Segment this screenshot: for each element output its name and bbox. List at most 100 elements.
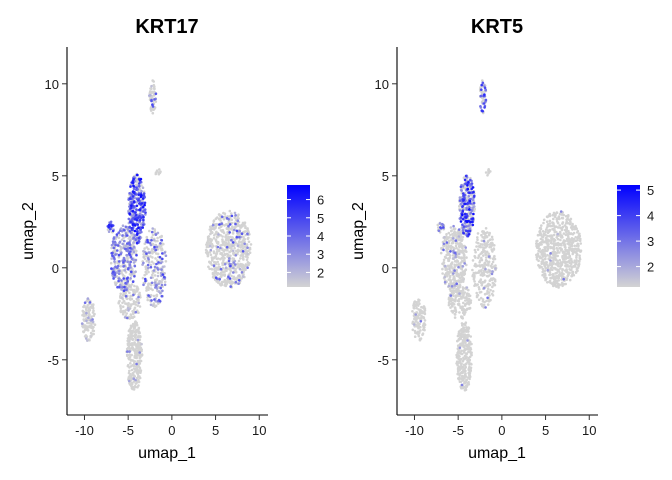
cell-point xyxy=(119,294,122,298)
cell-point xyxy=(134,303,137,306)
cell-point xyxy=(483,280,486,284)
expressing-cell-point xyxy=(448,267,451,271)
expressing-cell-point xyxy=(135,201,139,204)
cell-point xyxy=(209,225,212,229)
cell-point xyxy=(571,250,574,253)
cell-point xyxy=(136,352,140,356)
expressing-cell-point xyxy=(120,279,123,282)
cell-point xyxy=(216,260,219,264)
expressing-cell-point xyxy=(458,199,462,202)
cell-point xyxy=(478,264,482,267)
expressing-cell-point xyxy=(214,276,218,280)
cell-point xyxy=(579,242,582,245)
expressing-cell-point xyxy=(122,277,125,280)
cell-point xyxy=(485,299,488,303)
cell-point xyxy=(240,223,244,227)
cell-point xyxy=(467,380,470,384)
cell-point xyxy=(456,299,460,303)
cell-point xyxy=(473,280,476,283)
cell-point xyxy=(573,247,577,251)
cell-point xyxy=(226,253,230,257)
expressing-cell-point xyxy=(556,232,559,236)
expressing-cell-point xyxy=(157,261,160,264)
cell-point xyxy=(244,264,247,267)
cell-point xyxy=(538,241,542,245)
expressing-cell-point xyxy=(161,252,164,255)
expressing-cell-point xyxy=(443,235,446,239)
cell-point xyxy=(491,278,494,282)
cell-point xyxy=(551,221,555,225)
expressing-cell-point xyxy=(236,217,239,220)
expressing-cell-point xyxy=(146,263,150,267)
colorbar-tick-label: 3 xyxy=(317,247,324,262)
cell-point xyxy=(482,254,485,257)
cell-point xyxy=(473,254,477,258)
expressing-cell-point xyxy=(123,285,126,289)
cell-point xyxy=(234,270,238,274)
cell-point xyxy=(544,266,547,270)
cell-point xyxy=(247,240,251,244)
cell-point xyxy=(138,346,142,349)
cell-point xyxy=(555,280,558,283)
expressing-cell-point xyxy=(211,223,215,227)
cell-point xyxy=(90,315,93,319)
cell-point xyxy=(551,262,555,266)
expressing-cell-point xyxy=(134,258,137,262)
expressing-cell-point xyxy=(114,283,118,287)
cell-point xyxy=(121,312,125,316)
cell-point xyxy=(491,285,494,289)
expressing-cell-point xyxy=(481,81,485,85)
expressing-cell-point xyxy=(127,247,130,250)
expressing-cell-point xyxy=(414,313,418,316)
expressing-cell-point xyxy=(143,201,147,205)
expressing-cell-point xyxy=(228,257,231,260)
cell-point xyxy=(155,169,159,172)
expressing-cell-point xyxy=(163,283,167,287)
cell-point xyxy=(230,212,233,215)
expressing-cell-point xyxy=(142,261,145,265)
expressing-cell-point xyxy=(113,260,116,263)
cell-point xyxy=(441,272,444,275)
expressing-cell-point xyxy=(241,250,245,253)
cell-point xyxy=(109,261,113,265)
cell-point xyxy=(450,241,454,245)
x-tick-label: 10 xyxy=(582,423,596,438)
cell-point xyxy=(540,261,544,264)
cell-point xyxy=(119,304,122,307)
expressing-cell-point xyxy=(150,299,153,302)
cell-point xyxy=(454,279,458,283)
cell-point xyxy=(561,251,565,254)
expressing-cell-point xyxy=(466,230,470,233)
expressing-cell-point xyxy=(466,184,469,187)
cell-point xyxy=(159,247,162,250)
cell-point xyxy=(540,224,543,227)
cell-point xyxy=(460,267,464,271)
cell-point xyxy=(456,351,459,355)
cell-point xyxy=(539,250,543,253)
cell-point xyxy=(245,243,249,247)
cell-point xyxy=(457,238,461,242)
expressing-cell-point xyxy=(132,293,135,297)
cell-point xyxy=(423,319,427,322)
expressing-cell-point xyxy=(132,184,135,188)
expressing-cell-point xyxy=(147,294,150,297)
cell-point xyxy=(490,292,494,296)
cell-point xyxy=(144,267,148,271)
cell-point xyxy=(463,341,467,344)
expressing-cell-point xyxy=(546,268,550,272)
cell-point xyxy=(135,328,138,332)
cell-point xyxy=(222,259,225,262)
cell-point xyxy=(151,233,155,237)
cell-point xyxy=(476,238,479,241)
cell-point xyxy=(237,263,240,267)
expressing-cell-point xyxy=(232,266,235,270)
expressing-cell-point xyxy=(246,246,249,249)
cell-point xyxy=(414,303,418,306)
expressing-cell-point xyxy=(126,228,130,231)
cell-point xyxy=(447,257,451,261)
expressing-cell-point xyxy=(228,277,232,280)
cell-point xyxy=(133,290,137,293)
cell-point xyxy=(138,362,142,365)
expressing-cell-point xyxy=(142,283,145,287)
expressing-cell-point xyxy=(234,254,238,257)
